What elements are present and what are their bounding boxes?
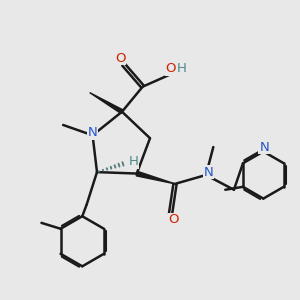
Text: O: O xyxy=(115,52,126,64)
Text: N: N xyxy=(203,166,213,178)
Text: N: N xyxy=(88,126,98,140)
Text: H: H xyxy=(177,62,186,75)
Text: N: N xyxy=(259,141,268,154)
Polygon shape xyxy=(136,171,175,184)
Text: O: O xyxy=(165,62,176,75)
Polygon shape xyxy=(90,93,123,113)
Text: O: O xyxy=(168,213,179,226)
Text: H: H xyxy=(128,155,138,168)
Text: N: N xyxy=(260,141,270,154)
